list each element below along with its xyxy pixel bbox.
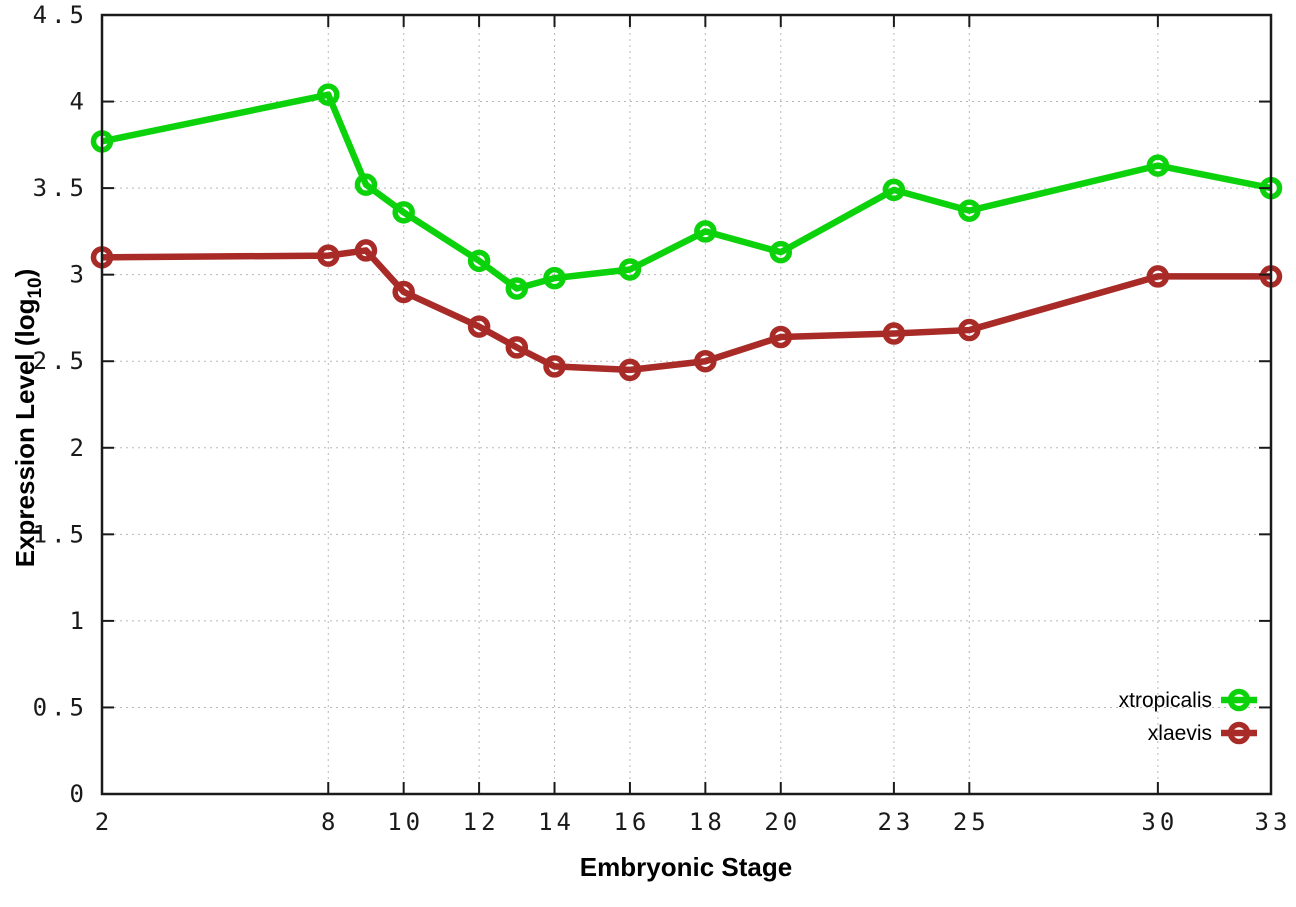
data-point-xlaevis xyxy=(505,336,529,359)
y-tick-label: 1.5 xyxy=(33,520,88,548)
y-tick-label: 0.5 xyxy=(33,693,88,721)
y-tick-label: 4.5 xyxy=(33,1,88,29)
legend-marker-xtropicalis xyxy=(1227,688,1251,712)
data-point-xtropicalis xyxy=(882,178,906,202)
data-point-xtropicalis xyxy=(694,220,717,243)
x-tick-label: 2 xyxy=(95,808,113,836)
data-point-xlaevis xyxy=(467,315,491,338)
data-point-xtropicalis xyxy=(1146,154,1170,177)
data-point-xtropicalis xyxy=(317,83,340,106)
data-point-xlaevis xyxy=(769,325,793,349)
x-tick-label: 25 xyxy=(953,808,990,836)
data-point-xlaevis xyxy=(317,244,340,267)
x-tick-label: 33 xyxy=(1255,808,1292,836)
tick-labels: 2 8 10 12 14 16 18 20 23 25 30 33 0 0.5 1 1.5 2 2.5 3 3.5 4 4… xyxy=(33,1,1292,836)
data-point-xtropicalis xyxy=(958,199,981,222)
data-point-xlaevis xyxy=(392,280,415,304)
data-point-xtropicalis xyxy=(467,249,491,273)
grid-lines xyxy=(102,14,1272,794)
data-series xyxy=(90,83,1283,382)
x-tick-label: 8 xyxy=(321,808,339,836)
data-point-xlaevis xyxy=(958,318,981,342)
y-tick-label: 1 xyxy=(70,607,88,635)
y-tick-label: 4 xyxy=(70,88,88,116)
legend-label-xtropicalis: xtropicalis xyxy=(1119,689,1212,712)
x-tick-label: 18 xyxy=(689,808,726,836)
data-point-xlaevis xyxy=(354,239,378,262)
data-point-xlaevis xyxy=(694,349,717,373)
x-tick-label: 12 xyxy=(463,808,500,836)
data-point-xtropicalis xyxy=(505,277,529,300)
y-tick-label: 2 xyxy=(70,434,88,462)
series-line-xlaevis xyxy=(101,247,1271,374)
x-tick-label: 10 xyxy=(387,808,424,836)
data-point-xtropicalis xyxy=(769,240,793,264)
data-point-xlaevis xyxy=(543,355,566,378)
x-tick-label: 20 xyxy=(764,808,801,836)
y-tick-label: 0 xyxy=(70,780,88,808)
data-point-xlaevis xyxy=(618,358,642,382)
legend: xtropicalis xlaevis xyxy=(1119,688,1257,745)
series-line-xtropicalis xyxy=(101,91,1272,292)
data-point-xlaevis xyxy=(1146,265,1170,288)
y-axis-title: Expression Level (log10) xyxy=(10,269,46,568)
data-point-xtropicalis xyxy=(618,258,642,281)
legend-marker-xlaevis xyxy=(1227,721,1251,745)
legend-label-xlaevis: xlaevis xyxy=(1148,722,1212,745)
x-tick-label: 16 xyxy=(613,808,650,836)
y-tick-label: 3 xyxy=(70,261,88,289)
y-tick-label: 3.5 xyxy=(33,174,88,202)
y-axis-title-main: Expression Level (log xyxy=(10,299,40,568)
x-tick-label: 30 xyxy=(1141,808,1178,836)
y-tick-label: 2.5 xyxy=(33,347,88,375)
y-axis-title-close: ) xyxy=(10,269,40,278)
data-point-xtropicalis xyxy=(354,173,378,196)
axis-ticks xyxy=(101,14,1272,795)
data-point-xtropicalis xyxy=(543,266,566,290)
x-axis-title: Embryonic Stage xyxy=(580,852,792,882)
y-axis-title-subscript: 10 xyxy=(25,277,46,298)
x-tick-label: 14 xyxy=(538,808,575,836)
data-point-xtropicalis xyxy=(392,201,415,224)
x-tick-label: 23 xyxy=(877,808,914,836)
plot-border xyxy=(100,13,1273,796)
data-point-xlaevis xyxy=(882,322,906,345)
